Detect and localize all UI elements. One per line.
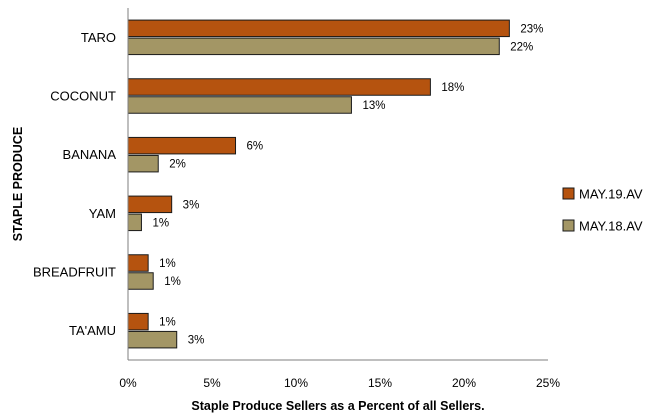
bar-may-18-av-ta-amu bbox=[127, 330, 178, 349]
x-tick-label-2: 10% bbox=[284, 376, 308, 390]
bar-may-19-av-breadfruit bbox=[127, 254, 149, 272]
data-label-may-19-av-breadfruit: 1% bbox=[159, 258, 176, 270]
bars bbox=[127, 19, 510, 349]
category-label-yam: YAM bbox=[89, 206, 116, 221]
data-label-may-18-av-ta-amu: 3% bbox=[188, 335, 205, 347]
bar-may-19-av-yam bbox=[127, 195, 173, 214]
category-label-ta-amu: TA'AMU bbox=[69, 323, 116, 338]
category-label-banana: BANANA bbox=[63, 147, 117, 162]
x-tick-labels: 0% 5% 10% 15% 20% 25% bbox=[119, 376, 560, 390]
bar-may-18-av-breadfruit bbox=[127, 272, 154, 290]
bar-may-18-av-coconut bbox=[127, 96, 352, 114]
x-axis-title: Staple Produce Sellers as a Percent of a… bbox=[191, 399, 484, 413]
legend-swatch-may-19-av bbox=[562, 187, 575, 200]
data-label-may-19-av-ta-amu: 1% bbox=[159, 317, 176, 329]
bar-may-18-av-taro bbox=[127, 37, 500, 56]
x-tick-label-5: 25% bbox=[536, 376, 560, 390]
data-label-may-18-av-banana: 2% bbox=[169, 159, 186, 171]
category-label-taro: TARO bbox=[81, 30, 116, 45]
legend: MAY.19.AV MAY.18.AV bbox=[562, 187, 643, 234]
x-tick-label-3: 15% bbox=[368, 376, 392, 390]
y-axis-title: STAPLE PRODUCE bbox=[11, 127, 25, 241]
category-labels: TARO COCONUT BANANA YAM BREADFRUIT TA'AMU bbox=[33, 30, 116, 338]
legend-label-may-19-av: MAY.19.AV bbox=[579, 187, 643, 202]
data-label-may-19-av-banana: 6% bbox=[247, 141, 264, 153]
data-label-may-19-av-taro: 23% bbox=[520, 23, 543, 35]
x-tick-label-4: 20% bbox=[452, 376, 476, 390]
x-tick-label-1: 5% bbox=[203, 376, 221, 390]
data-label-may-18-av-breadfruit: 1% bbox=[164, 276, 181, 288]
x-tick-label-0: 0% bbox=[119, 376, 137, 390]
data-label-may-19-av-yam: 3% bbox=[183, 199, 200, 211]
data-label-may-18-av-taro: 22% bbox=[510, 41, 533, 53]
data-label-may-18-av-yam: 1% bbox=[152, 217, 169, 229]
category-label-coconut: COCONUT bbox=[50, 89, 116, 104]
data-labels: 23% 22% 18% 13% 6% 2% 3% 1% 1% 1% 1% 3% bbox=[152, 23, 543, 346]
data-label-may-18-av-coconut: 13% bbox=[362, 100, 385, 112]
bar-may-18-av-banana bbox=[127, 154, 159, 173]
bar-may-19-av-banana bbox=[127, 136, 237, 155]
bar-may-19-av-taro bbox=[127, 19, 510, 38]
category-label-breadfruit: BREADFRUIT bbox=[33, 265, 116, 280]
bar-may-19-av-ta-amu bbox=[127, 312, 149, 331]
bar-may-18-av-yam bbox=[127, 213, 142, 232]
bar-may-19-av-coconut bbox=[127, 78, 431, 96]
legend-swatch-may-18-av bbox=[562, 219, 575, 232]
legend-label-may-18-av: MAY.18.AV bbox=[579, 219, 643, 234]
data-label-may-19-av-coconut: 18% bbox=[441, 82, 464, 94]
